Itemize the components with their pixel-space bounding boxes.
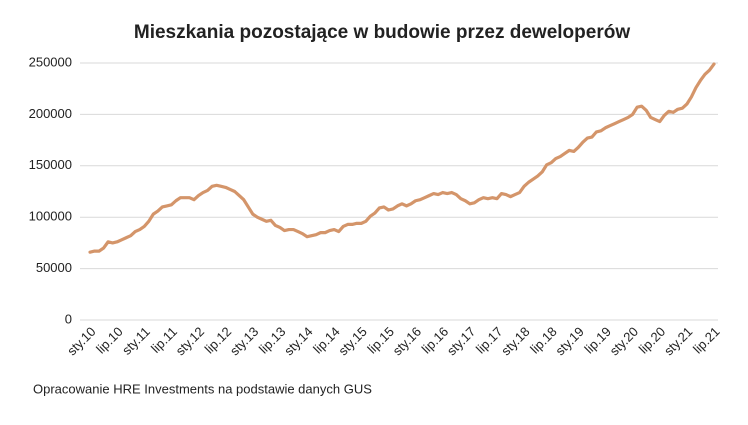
y-tick-label: 100000 (29, 209, 72, 224)
x-tick-label: lip.19 (581, 324, 614, 357)
x-tick-label: sty.13 (227, 324, 261, 358)
x-tick-label: sty.19 (552, 324, 586, 358)
x-tick-label: sty.21 (661, 324, 695, 358)
x-tick-label: lip.10 (93, 324, 126, 357)
y-tick-label: 0 (65, 311, 72, 326)
x-tick-label: sty.18 (498, 324, 532, 358)
x-tick-label: sty.10 (64, 324, 98, 358)
x-tick-label: sty.17 (444, 324, 478, 358)
data-line (88, 62, 716, 254)
x-tick-label: sty.11 (119, 324, 153, 358)
x-tick-label: lip.20 (636, 324, 669, 357)
x-tick-label: sty.14 (281, 324, 315, 358)
y-tick-label: 50000 (36, 260, 72, 275)
x-tick-label: lip.13 (256, 324, 289, 357)
y-tick-label: 150000 (29, 157, 72, 172)
y-tick-label: 250000 (29, 54, 72, 69)
x-tick-label: sty.20 (607, 324, 641, 358)
x-tick-label: sty.15 (335, 324, 369, 358)
x-tick-label: lip.17 (473, 324, 506, 357)
chart-title: Mieszkania pozostające w budowie przez d… (134, 22, 630, 43)
x-tick-label: sty.12 (173, 324, 207, 358)
x-tick-label: lip.15 (364, 324, 397, 357)
y-tick-label: 200000 (29, 106, 72, 121)
x-tick-label: lip.21 (690, 324, 723, 357)
x-tick-label: sty.16 (390, 324, 424, 358)
x-tick-label: lip.16 (419, 324, 452, 357)
source-note: Opracowanie HRE Investments na podstawie… (33, 381, 372, 396)
x-tick-label: lip.12 (202, 324, 235, 357)
x-tick-label: lip.14 (310, 324, 343, 357)
x-tick-label: lip.18 (527, 324, 560, 357)
